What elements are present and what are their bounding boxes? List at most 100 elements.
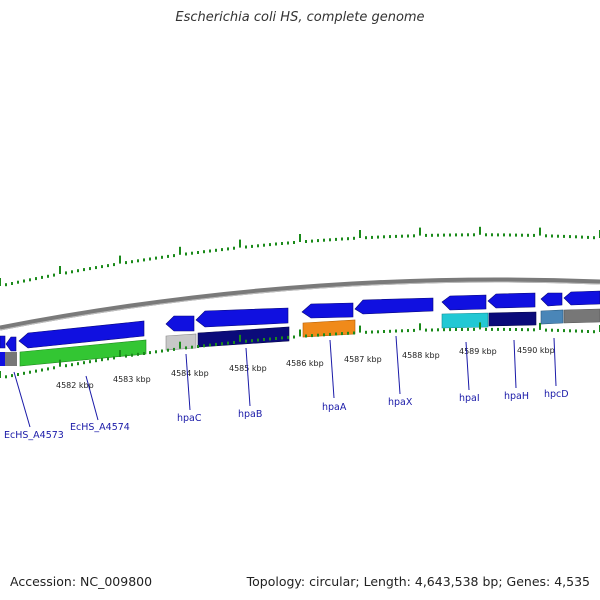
feature-block[interactable] xyxy=(5,352,17,366)
feature-block[interactable] xyxy=(488,311,537,327)
gene-arrow[interactable] xyxy=(441,294,487,311)
gene-arrow[interactable] xyxy=(301,302,354,319)
minor-tick xyxy=(581,329,583,333)
minor-tick xyxy=(569,235,571,239)
minor-tick xyxy=(521,328,523,332)
gene-label[interactable]: hpcD xyxy=(544,389,569,400)
gene-label[interactable]: hpaA xyxy=(322,402,347,413)
reverse-strand-features xyxy=(0,308,600,367)
minor-tick xyxy=(485,327,487,331)
minor-tick xyxy=(41,275,43,279)
minor-tick xyxy=(221,248,223,252)
minor-tick xyxy=(413,328,415,332)
minor-tick xyxy=(461,328,463,331)
minor-tick xyxy=(365,330,367,334)
minor-tick xyxy=(473,233,475,237)
minor-tick xyxy=(41,368,43,372)
gene-arrow[interactable] xyxy=(354,297,434,315)
major-tick xyxy=(0,371,1,378)
gene-arrow[interactable] xyxy=(18,320,145,349)
leader-line xyxy=(329,339,335,399)
feature-block[interactable] xyxy=(19,339,147,367)
gene-label[interactable]: hpaH xyxy=(504,391,529,402)
minor-tick xyxy=(281,242,283,245)
gene-arrow[interactable] xyxy=(487,292,536,309)
minor-tick xyxy=(77,362,79,366)
minor-tick xyxy=(335,237,337,241)
gene-arrow[interactable] xyxy=(195,307,289,328)
minor-tick xyxy=(203,344,205,348)
minor-tick xyxy=(71,270,73,274)
minor-tick xyxy=(209,343,211,347)
feature-block[interactable] xyxy=(563,308,600,324)
minor-tick xyxy=(47,367,49,371)
minor-tick xyxy=(11,282,13,285)
minor-tick xyxy=(473,327,475,331)
forward-strand-features xyxy=(0,290,600,352)
minor-tick xyxy=(467,327,469,331)
feature-block[interactable] xyxy=(0,352,5,366)
minor-tick xyxy=(491,327,493,331)
minor-tick xyxy=(461,233,463,237)
feature-block[interactable] xyxy=(540,309,564,325)
minor-tick xyxy=(389,235,391,239)
minor-tick xyxy=(107,357,109,361)
feature-block[interactable] xyxy=(441,312,489,329)
minor-tick xyxy=(569,329,571,333)
gene-arrow[interactable] xyxy=(540,292,563,307)
minor-tick xyxy=(425,328,427,332)
minor-tick xyxy=(215,248,217,252)
minor-tick xyxy=(449,233,451,237)
minor-tick xyxy=(65,364,67,368)
minor-tick xyxy=(257,244,259,248)
gene-label[interactable]: hpaC xyxy=(177,413,202,424)
minor-tick xyxy=(83,361,85,365)
minor-tick xyxy=(5,375,7,379)
minor-tick xyxy=(515,233,517,237)
minor-tick xyxy=(155,256,157,260)
gene-label[interactable]: EcHS_A4573 xyxy=(4,430,64,441)
minor-tick xyxy=(497,233,499,237)
minor-tick xyxy=(317,239,319,243)
minor-tick xyxy=(257,338,259,342)
minor-tick xyxy=(449,328,451,332)
major-tick xyxy=(299,329,301,337)
minor-tick xyxy=(143,352,145,355)
minor-tick xyxy=(185,252,187,256)
minor-tick xyxy=(365,236,367,240)
minor-tick xyxy=(233,341,235,344)
minor-tick xyxy=(383,235,385,239)
gene-arrow[interactable] xyxy=(0,335,6,349)
major-tick xyxy=(59,266,61,274)
minor-tick xyxy=(269,243,271,247)
gene-arrow[interactable] xyxy=(165,315,195,332)
gene-label[interactable]: EcHS_A4574 xyxy=(70,422,130,433)
gene-arrow[interactable] xyxy=(563,290,600,306)
minor-tick xyxy=(341,237,343,241)
tick-label: 4588 kbp xyxy=(402,351,440,360)
tick-label: 4582 kbp xyxy=(56,381,94,390)
minor-tick xyxy=(47,274,49,278)
minor-tick xyxy=(149,351,151,355)
minor-tick xyxy=(311,239,313,243)
gene-label[interactable]: hpaB xyxy=(238,409,262,420)
gene-arrow[interactable] xyxy=(5,336,17,352)
minor-tick xyxy=(23,371,25,375)
topology-text: Topology: circular; Length: 4,643,538 bp… xyxy=(246,574,590,589)
minor-tick xyxy=(83,268,85,272)
minor-tick xyxy=(89,267,91,271)
major-tick xyxy=(239,334,241,342)
gene-label[interactable]: hpaX xyxy=(388,397,413,408)
minor-tick xyxy=(293,335,295,339)
minor-tick xyxy=(149,257,151,261)
minor-tick xyxy=(311,334,313,338)
minor-tick xyxy=(491,233,493,237)
minor-tick xyxy=(101,265,103,269)
minor-tick xyxy=(377,235,379,239)
minor-tick xyxy=(413,234,415,238)
gene-label[interactable]: hpaI xyxy=(459,393,480,404)
feature-block[interactable] xyxy=(197,326,290,348)
minor-tick xyxy=(563,329,565,333)
minor-tick xyxy=(53,366,55,370)
minor-tick xyxy=(395,329,397,333)
